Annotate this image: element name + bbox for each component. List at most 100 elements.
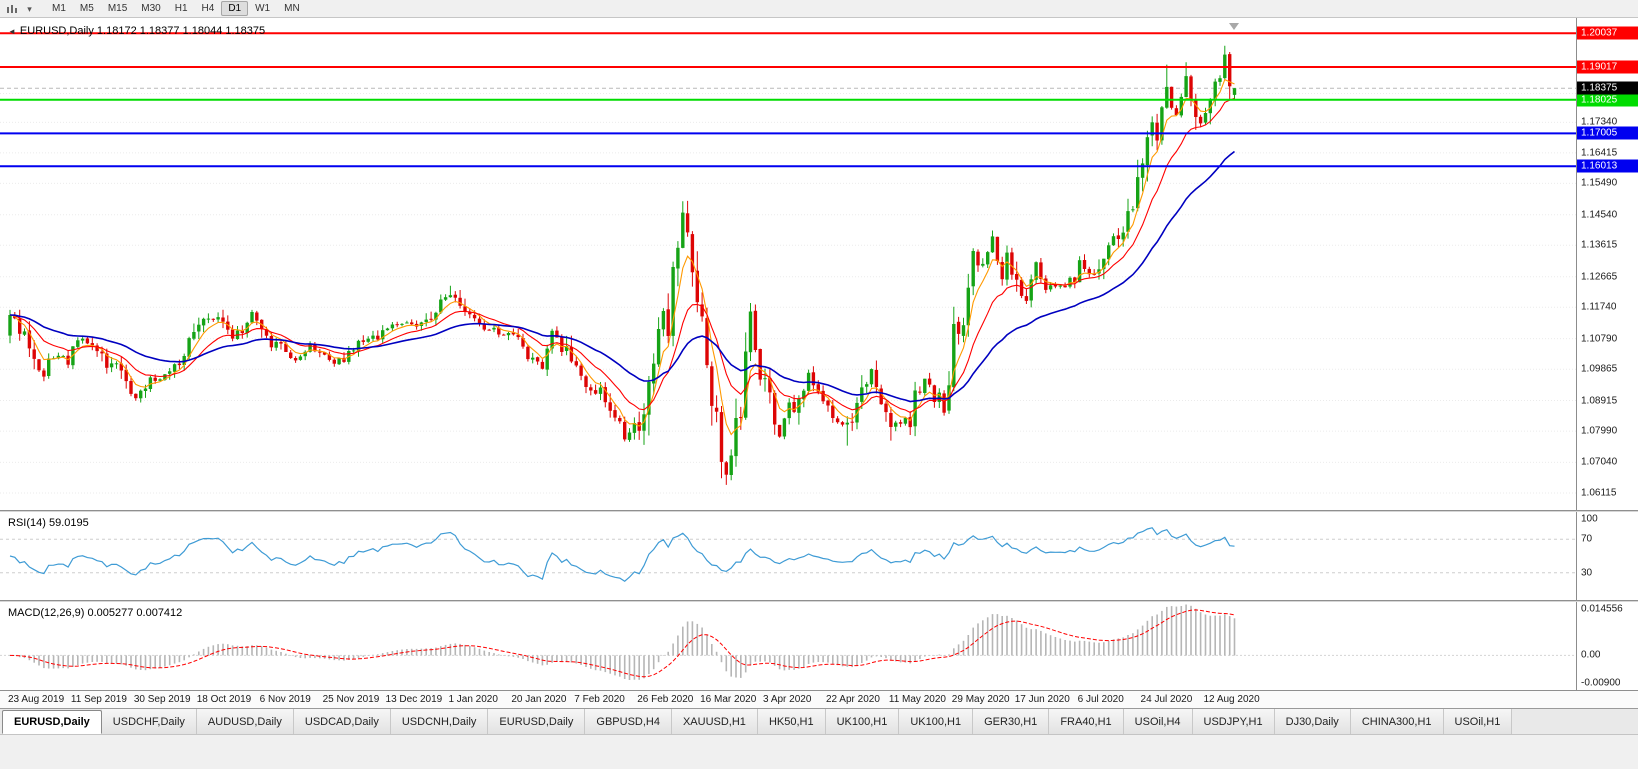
candle-wicks-down (14, 52, 1231, 485)
date-axis-label: 18 Oct 2019 (196, 694, 252, 705)
rsi-chart[interactable] (0, 512, 1638, 600)
macd-axis-tick: 0.00 (1581, 649, 1601, 661)
price-axis-tick: 1.07040 (1581, 456, 1618, 468)
price-axis-tick: 1.13615 (1581, 239, 1618, 251)
macd-histogram (9, 604, 1236, 680)
timeframe-button-w1[interactable]: W1 (255, 3, 271, 14)
date-axis-label: 13 Dec 2019 (385, 694, 443, 705)
chart-tab-dj30-daily[interactable]: DJ30,Daily (1274, 709, 1351, 734)
price-axis-tick: 1.14540 (1581, 209, 1618, 221)
date-axis-label: 30 Sep 2019 (133, 694, 191, 705)
date-axis-label: 11 Sep 2019 (70, 694, 127, 705)
chart-tab-hk50-h1[interactable]: HK50,H1 (757, 709, 826, 734)
rsi-panel[interactable]: RSI(14) 59.0195 100 70 30 (0, 512, 1638, 600)
date-axis-label: 11 May 2020 (888, 694, 946, 705)
chart-shift-marker[interactable] (1229, 23, 1239, 30)
chart-tab-eurusd-daily[interactable]: EURUSD,Daily (488, 709, 586, 734)
chart-tab-ger30-h1[interactable]: GER30,H1 (973, 709, 1050, 734)
status-bar (0, 734, 1638, 769)
timeframe-button-h1[interactable]: H1 (174, 3, 188, 14)
current-price-label: 1.18375 (1577, 81, 1638, 95)
date-axis-label: 25 Nov 2019 (322, 694, 380, 705)
price-chart-panel[interactable]: ◄ EURUSD,Daily 1.18172 1.18377 1.18044 1… (0, 18, 1638, 510)
price-axis-tick: 1.08915 (1581, 395, 1618, 407)
chart-tab-audusd-daily[interactable]: AUDUSD,Daily (196, 709, 294, 734)
chart-tab-xauusd-h1[interactable]: XAUUSD,H1 (671, 709, 758, 734)
macd-signal-line (9, 609, 1235, 678)
timeframe-button-m1[interactable]: M1 (52, 3, 66, 14)
panel-splitter[interactable] (0, 600, 1638, 602)
chart-tab-china300-h1[interactable]: CHINA300,H1 (1350, 709, 1444, 734)
price-axis-tick: 1.17340 (1581, 116, 1618, 128)
chart-window-icon: ◄ (8, 26, 16, 36)
date-axis-label: 23 Aug 2019 (8, 694, 65, 705)
hline-price-label: 1.18025 (1577, 93, 1638, 107)
time-axis[interactable]: 23 Aug 2019 11 Sep 2019 30 Sep 2019 18 Oct … (0, 690, 1638, 708)
timeframe-button-m15[interactable]: M15 (107, 3, 128, 14)
chart-tab-usoil-h1[interactable]: USOil,H1 (1443, 709, 1513, 734)
macd-axis-tick: 0.014556 (1581, 603, 1623, 615)
price-axis-tick: 1.16415 (1581, 147, 1618, 159)
timeframe-button-m30[interactable]: M30 (141, 3, 161, 14)
date-axis-label: 7 Feb 2020 (574, 694, 625, 705)
date-axis-label: 20 Jan 2020 (511, 694, 567, 705)
hline-price-label: 1.16013 (1577, 159, 1638, 173)
chart-tab-fra40-h1[interactable]: FRA40,H1 (1049, 709, 1124, 734)
price-axis-tick: 1.09865 (1581, 363, 1618, 375)
chart-tab-uk100-h1[interactable]: UK100,H1 (899, 709, 974, 734)
chart-bars-icon[interactable] (3, 2, 20, 16)
chart-tab-usdcad-daily[interactable]: USDCAD,Daily (293, 709, 391, 734)
price-axis-tick: 1.12665 (1581, 271, 1618, 283)
price-chart[interactable] (0, 18, 1638, 510)
chart-tab-usdjpy-h1[interactable]: USDJPY,H1 (1192, 709, 1275, 734)
rsi-axis-tick: 70 (1581, 533, 1593, 545)
date-axis-label: 17 Jun 2020 (1014, 694, 1070, 705)
timeframe-button-d1[interactable]: D1 (221, 1, 249, 16)
rsi-axis-tick: 100 (1581, 513, 1598, 525)
timeframe-button-m5[interactable]: M5 (79, 3, 94, 14)
chart-tab-uk100-h1[interactable]: UK100,H1 (825, 709, 900, 734)
price-axis-tick: 1.07990 (1581, 425, 1618, 437)
moving-average-34 (9, 150, 1235, 403)
date-axis-label: 12 Aug 2020 (1203, 694, 1260, 705)
price-axis-tick: 1.06115 (1581, 487, 1617, 499)
moving-average-13 (9, 97, 1235, 414)
price-axis-tick: 1.15490 (1581, 177, 1618, 189)
macd-chart[interactable] (0, 602, 1638, 690)
rsi-line (9, 527, 1235, 582)
macd-panel[interactable]: MACD(12,26,9) 0.005277 0.007412 0.014556… (0, 602, 1638, 690)
rsi-label: RSI(14) 59.0195 (8, 517, 89, 529)
date-axis-label: 1 Jan 2020 (448, 694, 498, 705)
date-axis-label: 29 May 2020 (951, 694, 1010, 705)
rsi-axis-tick: 30 (1581, 567, 1593, 579)
price-axis-tick: 1.11740 (1581, 301, 1617, 313)
price-axis-tick: 1.10790 (1581, 333, 1618, 345)
chart-tab-usdcnh-daily[interactable]: USDCNH,Daily (390, 709, 489, 734)
chart-title-row: ◄ EURUSD,Daily 1.18172 1.18377 1.18044 1… (8, 25, 265, 37)
date-axis-label: 16 Mar 2020 (700, 694, 757, 705)
timeframe-button-mn[interactable]: MN (284, 3, 300, 14)
timeframe-button-h4[interactable]: H4 (201, 3, 215, 14)
candle-bodies (8, 54, 1237, 475)
dropdown-arrow-icon[interactable]: ▾ (27, 3, 32, 14)
date-axis-label: 3 Apr 2020 (763, 694, 812, 705)
chart-tab-usoil-h4[interactable]: USOil,H4 (1123, 709, 1193, 734)
chart-tab-usdchf-daily[interactable]: USDCHF,Daily (101, 709, 197, 734)
date-axis-label: 22 Apr 2020 (825, 694, 880, 705)
moving-average-5 (9, 78, 1235, 436)
hline-price-label: 1.17005 (1577, 126, 1638, 140)
chart-tab-gbpusd-h4[interactable]: GBPUSD,H4 (585, 709, 672, 734)
chart-title: EURUSD,Daily 1.18172 1.18377 1.18044 1.1… (19, 25, 266, 37)
date-axis-label: 6 Nov 2019 (259, 694, 311, 705)
date-axis-label: 6 Jul 2020 (1077, 694, 1124, 705)
timeframe-buttons: M1 M5 M15 M30 H1 H4 D1 W1 MN (45, 1, 307, 16)
date-axis-label: 24 Jul 2020 (1140, 694, 1193, 705)
macd-label: MACD(12,26,9) 0.005277 0.007412 (8, 607, 183, 619)
hline-price-label: 1.20037 (1577, 26, 1638, 40)
toolbar: ▾ M1 M5 M15 M30 H1 H4 D1 W1 MN (0, 0, 1638, 18)
date-axis-label: 26 Feb 2020 (637, 694, 694, 705)
panel-splitter[interactable] (0, 510, 1638, 512)
chart-tab-eurusd-daily[interactable]: EURUSD,Daily (2, 710, 102, 734)
hline-price-label: 1.19017 (1577, 60, 1638, 74)
